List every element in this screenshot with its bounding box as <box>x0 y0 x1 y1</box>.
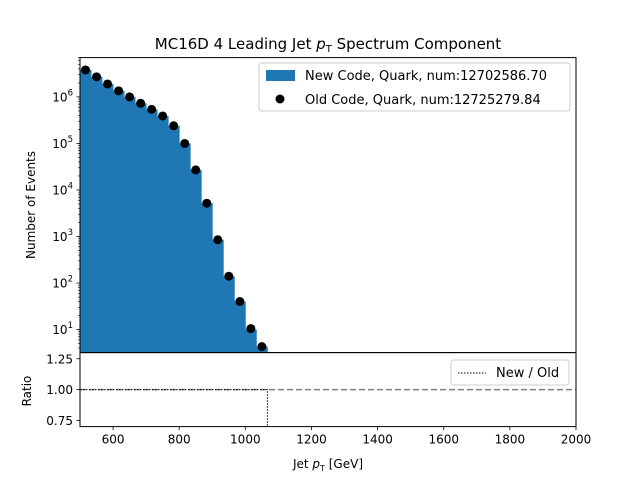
histogram-bar <box>124 96 136 353</box>
x-tick-label: 1200 <box>296 433 327 447</box>
data-point <box>136 98 146 108</box>
data-point <box>180 138 190 148</box>
data-point <box>235 297 245 307</box>
data-point <box>125 92 135 102</box>
ratio-series-line <box>80 389 268 427</box>
y-tick-label: 104 <box>52 181 73 197</box>
ratio-x-axis-ticks: 600 800 1000 1200 1400 1600 1800 2000 <box>102 426 592 447</box>
histogram-bar <box>190 169 202 353</box>
x-tick-label: 1800 <box>495 433 526 447</box>
histogram-bar <box>113 90 125 353</box>
histogram-bar <box>80 69 92 353</box>
data-point <box>191 165 201 175</box>
data-point <box>92 72 102 82</box>
data-point <box>257 342 267 352</box>
data-point <box>213 235 223 245</box>
data-points <box>81 65 267 352</box>
ratio-legend-box <box>450 359 570 386</box>
ratio-plot-panel: 0.75 1.00 1.25 600 800 1000 1200 1400 1600 1800 2… <box>20 352 591 473</box>
histogram-bar <box>135 103 147 353</box>
ratio-y-tick-label: 1.25 <box>46 352 73 366</box>
main-y-axis-ticks: 101 102 103 104 105 106 <box>52 57 80 349</box>
histogram-bar <box>168 125 180 353</box>
histogram-bar <box>245 329 257 353</box>
data-point <box>169 121 179 131</box>
y-tick-label: 103 <box>52 228 73 244</box>
x-tick-label: 2000 <box>561 433 592 447</box>
x-tick-label: 600 <box>102 433 125 447</box>
histogram-bar <box>146 109 158 353</box>
legend-swatch-new-code <box>266 70 295 81</box>
legend-label-old-code: Old Code, Quark, num:12725279.84 <box>305 93 541 108</box>
ratio-plot-frame <box>79 352 577 428</box>
x-tick-label: 1400 <box>362 433 393 447</box>
histogram-bar <box>102 83 114 353</box>
ratio-y-tick-label: 1.00 <box>46 383 73 397</box>
ratio-legend: New / Old <box>450 359 570 386</box>
data-point <box>81 65 91 75</box>
x-tick-label: 800 <box>168 433 191 447</box>
histogram-bar <box>179 143 191 353</box>
data-point <box>114 86 124 96</box>
x-tick-label: 1000 <box>230 433 261 447</box>
main-legend: New Code, Quark, num:12702586.70 Old Cod… <box>258 62 571 112</box>
y-tick-label: 102 <box>52 275 73 291</box>
y-tick-label: 101 <box>52 321 73 337</box>
legend-label-new-code: New Code, Quark, num:12702586.70 <box>305 69 547 84</box>
y-tick-label: 106 <box>52 88 73 104</box>
histogram-bars <box>80 69 268 353</box>
histogram-bar <box>201 203 213 353</box>
main-legend-box <box>258 62 571 112</box>
x-axis-label: Jet pT [GeV] <box>292 457 363 473</box>
main-plot-panel: 101 102 103 104 105 106 Number of Events New … <box>24 57 577 354</box>
histogram-bar <box>91 76 103 353</box>
data-point <box>147 104 157 114</box>
ratio-y-axis-ticks: 0.75 1.00 1.25 <box>46 352 80 428</box>
legend-marker-old-code <box>275 94 285 104</box>
histogram-bar <box>212 239 224 353</box>
data-point <box>103 79 113 89</box>
main-y-axis-label: Number of Events <box>24 151 38 259</box>
histogram-bar <box>157 115 169 353</box>
histogram-bar <box>234 301 246 353</box>
data-point <box>202 198 212 208</box>
x-tick-label: 1600 <box>428 433 459 447</box>
histogram-bar <box>223 276 235 353</box>
data-point <box>246 324 256 334</box>
data-point <box>224 271 234 281</box>
ratio-y-tick-label: 0.75 <box>46 414 73 428</box>
chart-title: MC16D 4 Leading Jet pT Spectrum Componen… <box>155 35 502 55</box>
data-point <box>158 111 168 121</box>
ratio-y-axis-label: Ratio <box>20 376 34 407</box>
y-tick-label: 105 <box>52 135 73 151</box>
legend-label-ratio: New / Old <box>496 366 559 381</box>
